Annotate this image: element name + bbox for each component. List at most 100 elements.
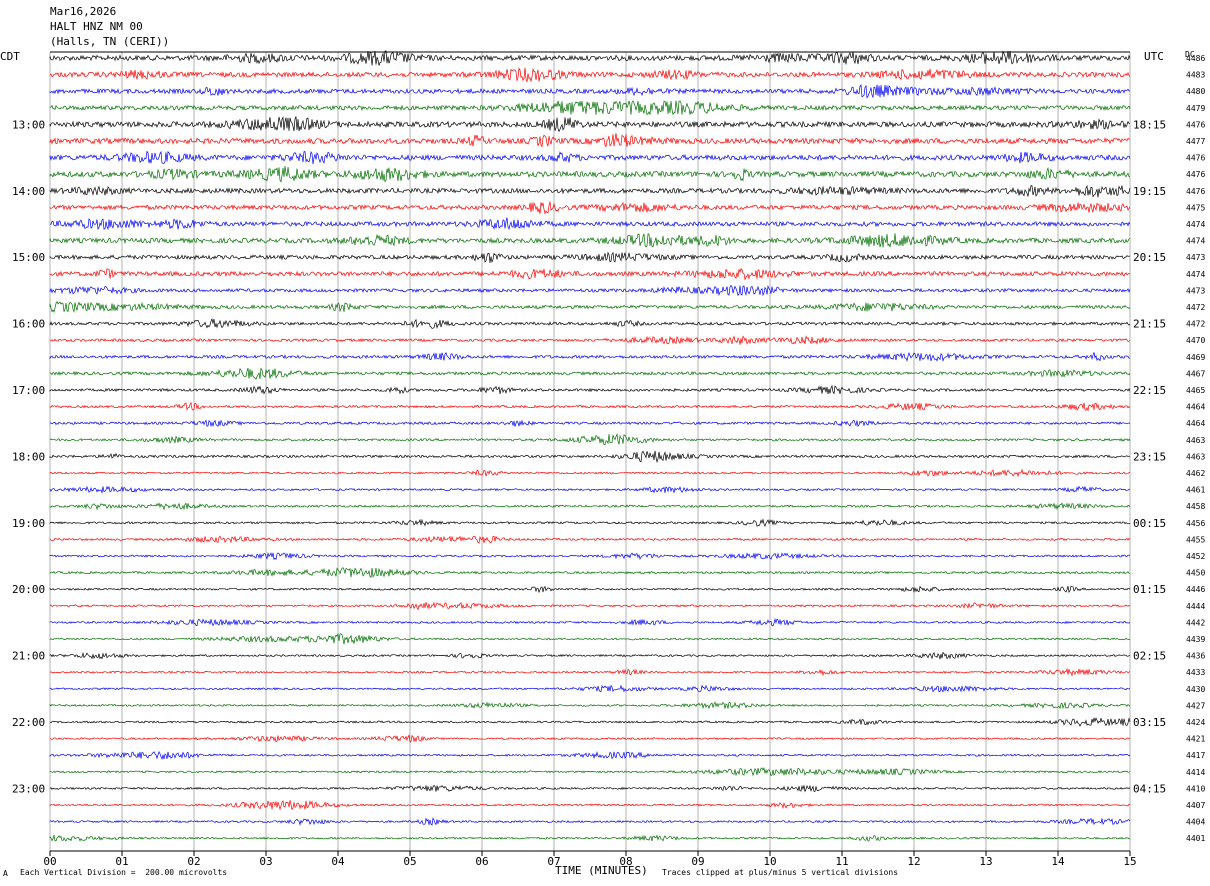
dc-value-label: 4473	[1186, 253, 1205, 262]
seismic-trace	[49, 100, 1131, 116]
x-axis-title: TIME (MINUTES)	[555, 864, 648, 877]
right-time-label: 02:15	[1133, 650, 1166, 663]
seismic-trace	[49, 401, 1131, 412]
dc-value-label: 4486	[1186, 54, 1205, 63]
dc-value-label: 4474	[1186, 237, 1205, 246]
seismic-trace	[49, 667, 1131, 677]
seismic-trace	[49, 116, 1131, 133]
x-tick-label: 05	[403, 855, 416, 868]
x-tick-label: 10	[763, 855, 776, 868]
seismic-trace	[49, 632, 1131, 645]
seismic-trace	[49, 784, 1131, 793]
seismic-trace	[49, 384, 1131, 395]
seismic-trace	[49, 335, 1131, 345]
dc-value-label: 4455	[1186, 535, 1205, 544]
dc-value-label: 4477	[1186, 137, 1205, 146]
dc-value-label: 4480	[1186, 87, 1205, 96]
dc-value-label: 4476	[1186, 187, 1205, 196]
dc-value-label: 4436	[1186, 652, 1205, 661]
seismic-trace	[49, 233, 1131, 248]
x-tick-label: 12	[907, 855, 920, 868]
seismic-trace	[49, 552, 1131, 561]
dc-value-label: 4463	[1186, 452, 1205, 461]
station-code: HALT HNZ NM 00	[50, 20, 143, 33]
x-tick-label: 07	[547, 855, 560, 868]
dc-value-label: 4424	[1186, 718, 1205, 727]
dc-value-label: 4458	[1186, 502, 1205, 511]
dc-value-label: 4463	[1186, 436, 1205, 445]
seismic-trace	[49, 184, 1131, 198]
seismic-trace	[49, 367, 1131, 380]
seismic-trace	[49, 201, 1131, 215]
left-time-label: 21:00	[12, 650, 45, 663]
left-time-label: 23:00	[12, 782, 45, 795]
seismic-trace	[49, 217, 1131, 231]
left-time-label: 22:00	[12, 716, 45, 729]
dc-value-label: 4464	[1186, 419, 1205, 428]
left-time-label: 14:00	[12, 185, 45, 198]
x-tick-label: 06	[475, 855, 488, 868]
dc-value-label: 4472	[1186, 303, 1205, 312]
seismic-trace	[49, 684, 1131, 693]
dc-value-label: 4414	[1186, 768, 1205, 777]
x-tick-label: 13	[979, 855, 992, 868]
right-time-label: 19:15	[1133, 185, 1166, 198]
dc-value-label: 4407	[1186, 801, 1205, 810]
right-time-label: 23:15	[1133, 450, 1166, 463]
dc-value-label: 4476	[1186, 154, 1205, 163]
dc-value-label: 4461	[1186, 486, 1205, 495]
right-time-label: 20:15	[1133, 251, 1166, 264]
seismic-trace	[49, 317, 1131, 330]
x-tick-label: 14	[1051, 855, 1065, 868]
dc-value-label: 4464	[1186, 403, 1205, 412]
dc-value-label: 4439	[1186, 635, 1205, 644]
dc-value-label: 4476	[1186, 170, 1205, 179]
seismic-trace	[49, 518, 1131, 528]
right-time-label: 22:15	[1133, 384, 1166, 397]
x-tick-label: 11	[835, 855, 848, 868]
x-tick-label: 15	[1123, 855, 1136, 868]
seismic-trace	[49, 133, 1131, 148]
left-time-label: 16:00	[12, 318, 45, 331]
right-time-label: 01:15	[1133, 583, 1166, 596]
x-tick-label: 01	[115, 855, 128, 868]
right-time-label: 04:15	[1133, 782, 1166, 795]
seismic-trace	[49, 450, 1131, 464]
dc-value-label: 4401	[1186, 834, 1205, 843]
x-tick-label: 04	[331, 855, 345, 868]
seismic-trace	[49, 750, 1131, 761]
seismic-trace	[49, 617, 1131, 627]
clip-note: Traces clipped at plus/minus 5 vertical …	[662, 868, 899, 877]
left-time-label: 18:00	[12, 450, 45, 463]
seismic-trace	[49, 67, 1131, 83]
seismic-trace	[49, 468, 1131, 478]
seismic-trace	[49, 535, 1131, 544]
right-time-label: 21:15	[1133, 318, 1166, 331]
seismic-trace	[49, 585, 1131, 594]
left-time-label: 13:00	[12, 118, 45, 131]
x-tick-label: 02	[187, 855, 200, 868]
dc-value-label: 4474	[1186, 220, 1205, 229]
dc-value-label: 4450	[1186, 569, 1205, 578]
right-time-label: 00:15	[1133, 517, 1166, 530]
seismic-trace	[49, 268, 1131, 281]
chart-date: Mar16,2026	[50, 5, 117, 18]
x-tick-label: 08	[619, 855, 632, 868]
dc-value-label: 4475	[1186, 203, 1205, 212]
x-tick-label: 09	[691, 855, 704, 868]
dc-value-label: 4421	[1186, 735, 1205, 744]
seismic-trace	[49, 834, 1130, 842]
seismic-trace	[49, 84, 1131, 99]
dc-value-label: 4473	[1186, 286, 1205, 295]
seismic-trace	[49, 485, 1131, 494]
seismic-trace	[49, 651, 1131, 660]
dc-value-label: 4427	[1186, 701, 1205, 710]
left-time-label: 17:00	[12, 384, 45, 397]
dc-value-label: 4472	[1186, 320, 1205, 329]
left-time-label: 15:00	[12, 251, 45, 264]
seismic-trace	[49, 433, 1131, 446]
dc-value-label: 4446	[1186, 585, 1205, 594]
left-time-label: 20:00	[12, 583, 45, 596]
dc-value-label: 4470	[1186, 336, 1205, 345]
